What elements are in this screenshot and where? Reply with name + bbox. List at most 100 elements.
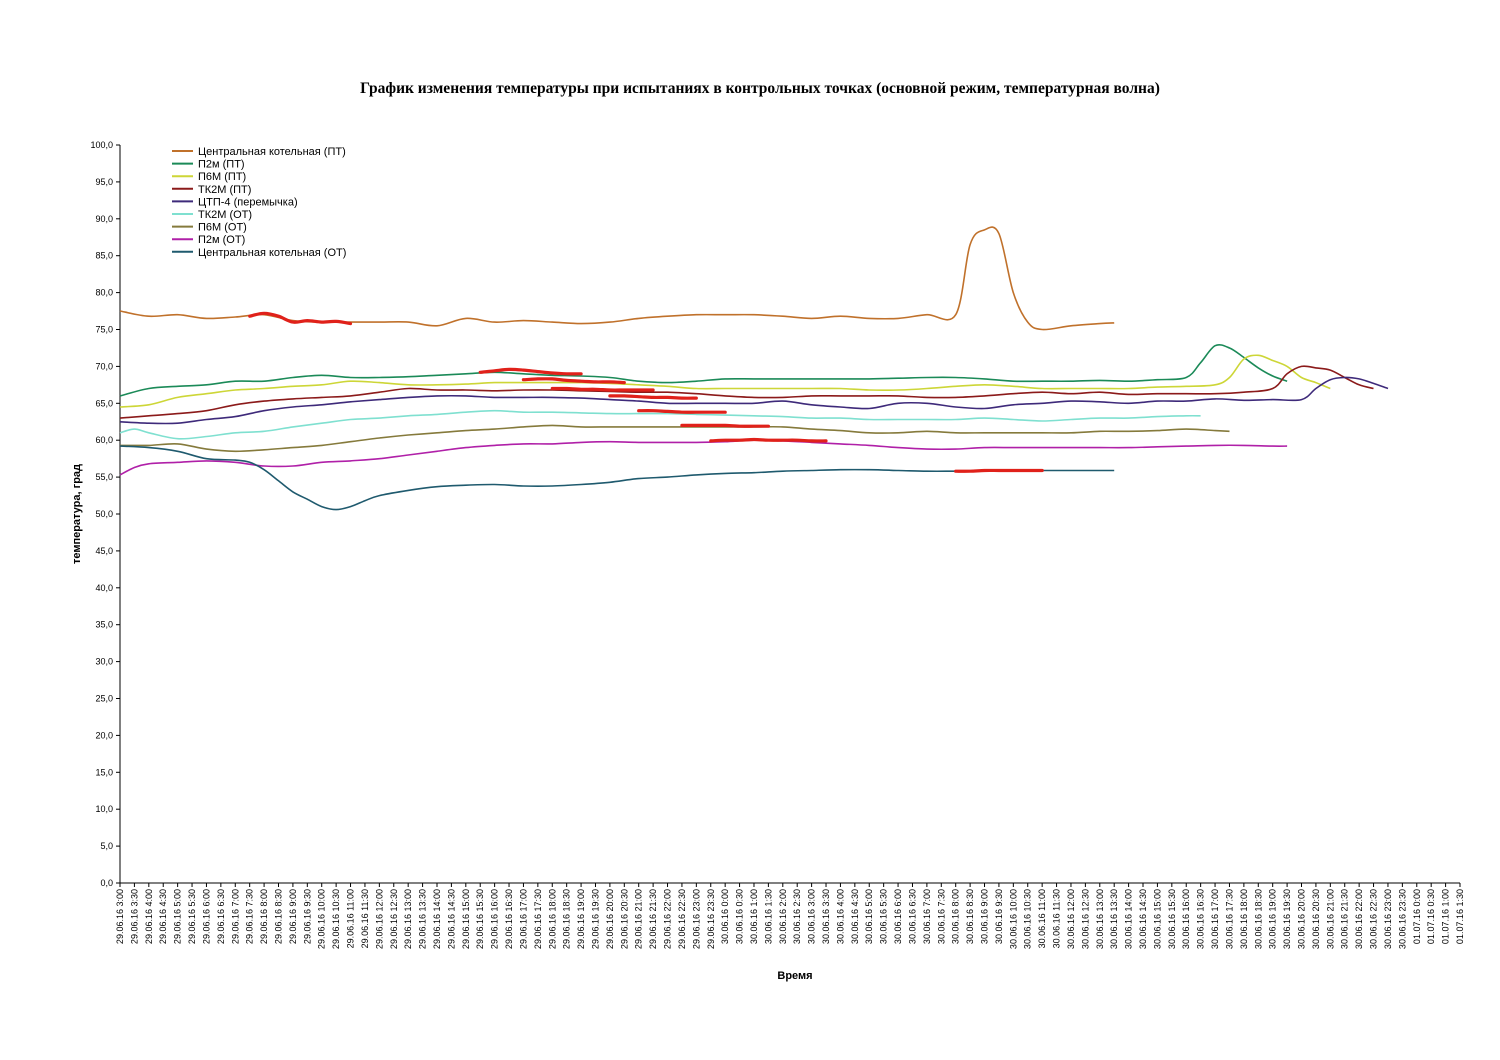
legend-entry: ТК2М (ПТ) [198, 184, 251, 196]
x-tick-label: 30.06.16 21:00 [1325, 889, 1335, 949]
highlight-segment-8 [709, 437, 828, 443]
x-tick-label: 30.06.16 21:30 [1340, 889, 1350, 949]
x-tick-label: 30.06.16 5:00 [864, 889, 874, 944]
x-tick-label: 30.06.16 7:00 [922, 889, 932, 944]
x-tick-label: 30.06.16 20:00 [1297, 889, 1307, 949]
x-tick-label: 29.06.16 18:00 [547, 889, 557, 949]
x-tick-label: 30.06.16 2:00 [778, 889, 788, 944]
x-tick-label: 30.06.16 14:30 [1138, 889, 1148, 949]
y-tick-label: 80,0 [95, 288, 113, 298]
x-tick-label: 30.06.16 8:30 [965, 889, 975, 944]
x-tick-label: 29.06.16 5:00 [173, 889, 183, 944]
y-tick-label: 25,0 [95, 694, 113, 704]
y-tick-label: 70,0 [95, 361, 113, 371]
y-tick-label: 40,0 [95, 583, 113, 593]
highlight-segment-2 [478, 367, 583, 376]
x-tick-label: 30.06.16 19:30 [1282, 889, 1292, 949]
x-tick-label: 29.06.16 13:00 [403, 889, 413, 949]
x-tick-label: 30.06.16 7:30 [936, 889, 946, 944]
x-tick-label: 29.06.16 3:00 [115, 889, 125, 944]
x-tick-label: 29.06.16 20:00 [605, 889, 615, 949]
x-tick-label: 30.06.16 11:00 [1037, 889, 1047, 948]
x-tick-label: 29.06.16 7:30 [245, 889, 255, 944]
series-line-5 [119, 376, 1389, 425]
y-axis: 0,0 5,0 10,0 15,0 20,0 25,0 30,0 35,0 40,0 45,0 50… [90, 140, 121, 888]
series-line-6 [119, 409, 1201, 440]
x-tick-label: 29.06.16 22:30 [677, 889, 687, 949]
x-tick-label: 30.06.16 6:30 [907, 889, 917, 944]
y-tick-label: 50,0 [95, 509, 113, 519]
x-tick-label: 29.06.16 6:30 [216, 889, 226, 944]
highlight-segment-4 [550, 386, 655, 392]
y-tick-label: 45,0 [95, 546, 113, 556]
x-tick-label: 29.06.16 8:30 [273, 889, 283, 944]
y-tick-label: 90,0 [95, 214, 113, 224]
y-axis-label: температура, град [71, 464, 83, 564]
highlight-segment-9 [954, 468, 1044, 473]
x-tick-label: 30.06.16 14:00 [1124, 889, 1134, 949]
x-tick-label: 30.06.16 4:00 [835, 889, 845, 944]
highlight-segment-1 [248, 311, 353, 326]
x-tick-label: 30.06.16 0:30 [735, 889, 745, 944]
x-tick-label: 30.06.16 17:00 [1210, 889, 1220, 949]
x-tick-label: 29.06.16 15:00 [461, 889, 471, 949]
x-tick-label: 29.06.16 12:30 [389, 889, 399, 949]
x-tick-label: 30.06.16 4:30 [850, 889, 860, 944]
x-tick-label: 29.06.16 16:30 [504, 889, 514, 949]
y-tick-label: 15,0 [95, 767, 113, 777]
x-tick-label: 30.06.16 3:00 [807, 889, 817, 944]
x-tick-label: 30.06.16 12:30 [1080, 889, 1090, 949]
x-tick-label: 29.06.16 14:00 [432, 889, 442, 949]
x-tick-label: 30.06.16 8:00 [951, 889, 961, 944]
highlight-segments [248, 311, 1044, 473]
series-line-4 [119, 365, 1374, 419]
x-tick-label: 30.06.16 22:30 [1369, 889, 1379, 949]
series-line-8 [119, 439, 1288, 476]
x-tick-label: 29.06.16 16:00 [490, 889, 500, 949]
x-tick-label: 30.06.16 17:30 [1224, 889, 1234, 949]
x-tick-label: 29.06.16 6:00 [201, 889, 211, 944]
x-tick-label: 30.06.16 16:00 [1181, 889, 1191, 949]
x-axis-label: Время [777, 970, 812, 982]
series-line-3 [119, 354, 1331, 408]
x-tick-label: 01.07.16 1:30 [1455, 889, 1465, 944]
series-line-2 [119, 343, 1288, 397]
x-tick-label: 29.06.16 14:30 [446, 889, 456, 949]
legend-entry: ТК2М (ОТ) [198, 209, 252, 221]
x-tick-label: 29.06.16 17:30 [533, 889, 543, 949]
y-tick-label: 35,0 [95, 620, 113, 630]
legend-entry: П6М (ОТ) [198, 222, 247, 234]
x-tick-label: 29.06.16 23:30 [706, 889, 716, 949]
x-tick-label: 30.06.16 20:30 [1311, 889, 1321, 949]
x-tick-label: 30.06.16 3:30 [821, 889, 831, 944]
legend-entry: П2м (ОТ) [198, 234, 245, 246]
x-tick-label: 30.06.16 9:00 [980, 889, 990, 944]
y-tick-label: 5,0 [100, 841, 113, 851]
x-tick-label: 30.06.16 11:30 [1052, 889, 1062, 948]
x-tick-label: 29.06.16 7:00 [230, 889, 240, 944]
x-tick-label: 29.06.16 15:30 [475, 889, 485, 949]
x-tick-label: 30.06.16 22:00 [1354, 889, 1364, 949]
x-tick-label: 30.06.16 0:00 [720, 889, 730, 944]
x-tick-label: 29.06.16 13:30 [418, 889, 428, 949]
x-tick-label: 29.06.16 10:30 [331, 889, 341, 949]
x-tick-label: 30.06.16 1:30 [763, 889, 773, 944]
y-tick-label: 10,0 [95, 804, 113, 814]
x-tick-label: 29.06.16 10:00 [317, 889, 327, 949]
x-tick-label: 29.06.16 9:00 [288, 889, 298, 944]
x-tick-label: 29.06.16 9:30 [302, 889, 312, 944]
x-tick-label: 29.06.16 21:30 [648, 889, 658, 949]
x-tick-label: 30.06.16 13:30 [1109, 889, 1119, 949]
x-tick-label: 29.06.16 4:30 [158, 889, 168, 944]
x-tick-label: 29.06.16 19:00 [576, 889, 586, 949]
x-tick-label: 30.06.16 18:00 [1239, 889, 1249, 949]
y-tick-label: 65,0 [95, 398, 113, 408]
x-tick-label: 30.06.16 2:30 [792, 889, 802, 944]
x-tick-label: 29.06.16 20:30 [619, 889, 629, 949]
x-tick-label: 29.06.16 11:30 [360, 889, 370, 948]
highlight-segment-7 [680, 423, 770, 428]
x-axis: 29.06.16 3:00 29.06.16 3:30 29.06.16 4:00 2… [115, 882, 1465, 949]
y-tick-label: 0,0 [100, 878, 113, 888]
x-tick-label: 01.07.16 0:00 [1412, 889, 1422, 944]
